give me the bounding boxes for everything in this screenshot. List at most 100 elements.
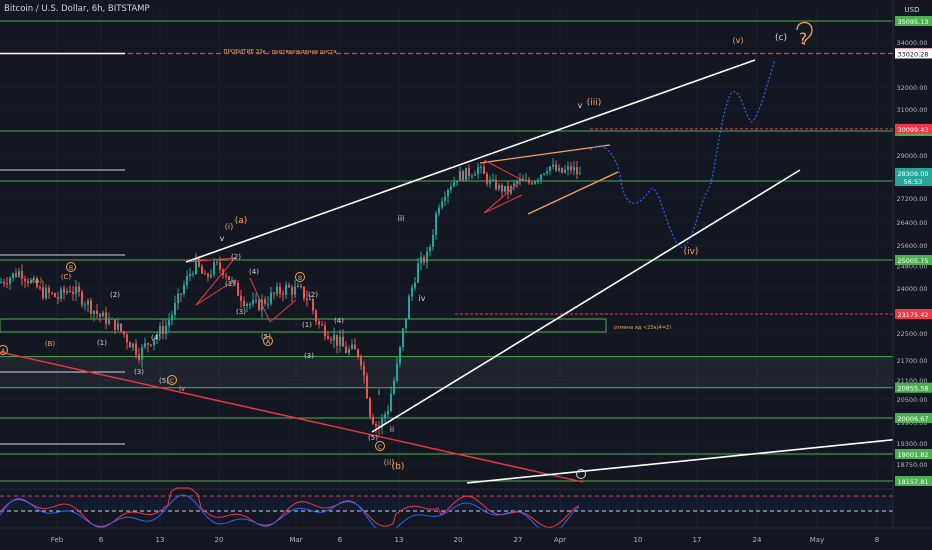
- candle: [474, 174, 476, 176]
- candle: [540, 174, 542, 180]
- pattern-outline: [483, 159, 523, 214]
- candle: [36, 278, 38, 288]
- candle: [309, 298, 311, 300]
- time-axis-tick: Feb: [51, 536, 64, 544]
- candle: [270, 292, 272, 304]
- price-axis-tick: 22500.00: [896, 330, 927, 338]
- level-price-tag: [895, 48, 932, 59]
- candle: [345, 346, 347, 353]
- candle: [228, 276, 230, 281]
- candle: [249, 303, 251, 305]
- candle: [42, 287, 44, 299]
- candle: [369, 398, 371, 417]
- candle: [453, 182, 455, 187]
- candle: [180, 293, 182, 295]
- candle: [429, 246, 431, 252]
- long-trendline: [466, 436, 921, 484]
- candle: [183, 285, 185, 294]
- candle: [141, 346, 143, 360]
- candle: [480, 166, 482, 168]
- level-price-tag: [895, 476, 932, 486]
- candle: [435, 213, 437, 235]
- candle: [81, 292, 83, 305]
- candle: [105, 312, 107, 324]
- candle: [33, 278, 35, 280]
- candle: [324, 325, 326, 337]
- price-axis-tick: 32000.00: [896, 84, 927, 92]
- candle: [234, 279, 236, 283]
- price-axis-tick: 24800.00: [896, 263, 927, 271]
- time-axis-tick: 24: [753, 536, 762, 544]
- wave-label: (ii): [384, 458, 395, 467]
- wave-label: (i): [225, 222, 233, 231]
- candle: [252, 300, 254, 304]
- candle: [483, 166, 485, 174]
- candle: [18, 271, 20, 277]
- price-axis-tick: 20500.00: [896, 396, 927, 404]
- osc-band: [0, 496, 893, 511]
- level-price-tag-label: 20855.58: [897, 385, 928, 393]
- descending-trendline: [0, 351, 584, 483]
- candle: [561, 167, 563, 173]
- candle: [54, 293, 56, 298]
- candle: [441, 201, 443, 208]
- question-curve: [796, 21, 813, 46]
- candle: [186, 275, 188, 286]
- candle: [489, 179, 491, 184]
- price-axis-tick: 29000.00: [896, 152, 927, 160]
- wave-label: (b): [392, 462, 405, 472]
- annotation-text: ПРОБИТИЕ 33к - подтверждение роста: [223, 49, 336, 55]
- candle: [507, 186, 509, 194]
- time-axis-tick: 10: [634, 536, 643, 544]
- candle: [3, 281, 5, 284]
- candle: [243, 300, 245, 307]
- candle: [306, 298, 308, 300]
- candle: [237, 282, 239, 296]
- candle: [315, 310, 317, 322]
- candle: [213, 262, 215, 275]
- level-price-tag: [895, 382, 932, 393]
- candle: [198, 257, 200, 267]
- candle: [39, 287, 41, 289]
- candle: [432, 234, 434, 247]
- invalidation-box: [0, 318, 607, 333]
- wave-label: (2): [110, 291, 120, 299]
- candle: [126, 334, 128, 343]
- wave-label: A: [1, 348, 6, 355]
- wave-label: (1): [97, 339, 107, 347]
- candle: [519, 178, 521, 182]
- wave-label: (iii): [587, 98, 602, 108]
- candle: [552, 164, 554, 167]
- candle: [546, 171, 548, 174]
- time-axis-tick: 8: [875, 536, 879, 544]
- candle: [522, 178, 524, 181]
- candle: [48, 287, 50, 293]
- candle: [207, 273, 209, 277]
- wave-label: (a): [235, 216, 248, 226]
- candle: [303, 286, 305, 299]
- price-axis-tick: 19300.00: [896, 440, 927, 448]
- candle: [501, 184, 503, 192]
- wave-label: C: [378, 444, 382, 451]
- candle: [285, 285, 287, 295]
- candle: [258, 299, 260, 311]
- candle: [330, 338, 332, 341]
- wave-label: (4): [249, 268, 259, 276]
- candle: [45, 287, 47, 299]
- level-price-tag-label: 23175.42: [897, 311, 928, 319]
- level-price-tag-label: 25005.75: [897, 257, 928, 265]
- candle: [264, 299, 266, 304]
- candle: [192, 273, 194, 275]
- candle: [543, 173, 545, 175]
- candle: [189, 274, 191, 276]
- candle: [201, 266, 203, 274]
- time-axis-tick: 20: [454, 536, 463, 544]
- candle: [102, 312, 104, 317]
- candle: [444, 196, 446, 202]
- candle: [342, 336, 344, 347]
- candle: [399, 347, 401, 364]
- candle: [177, 293, 179, 304]
- candle: [279, 286, 281, 294]
- candle: [381, 417, 383, 428]
